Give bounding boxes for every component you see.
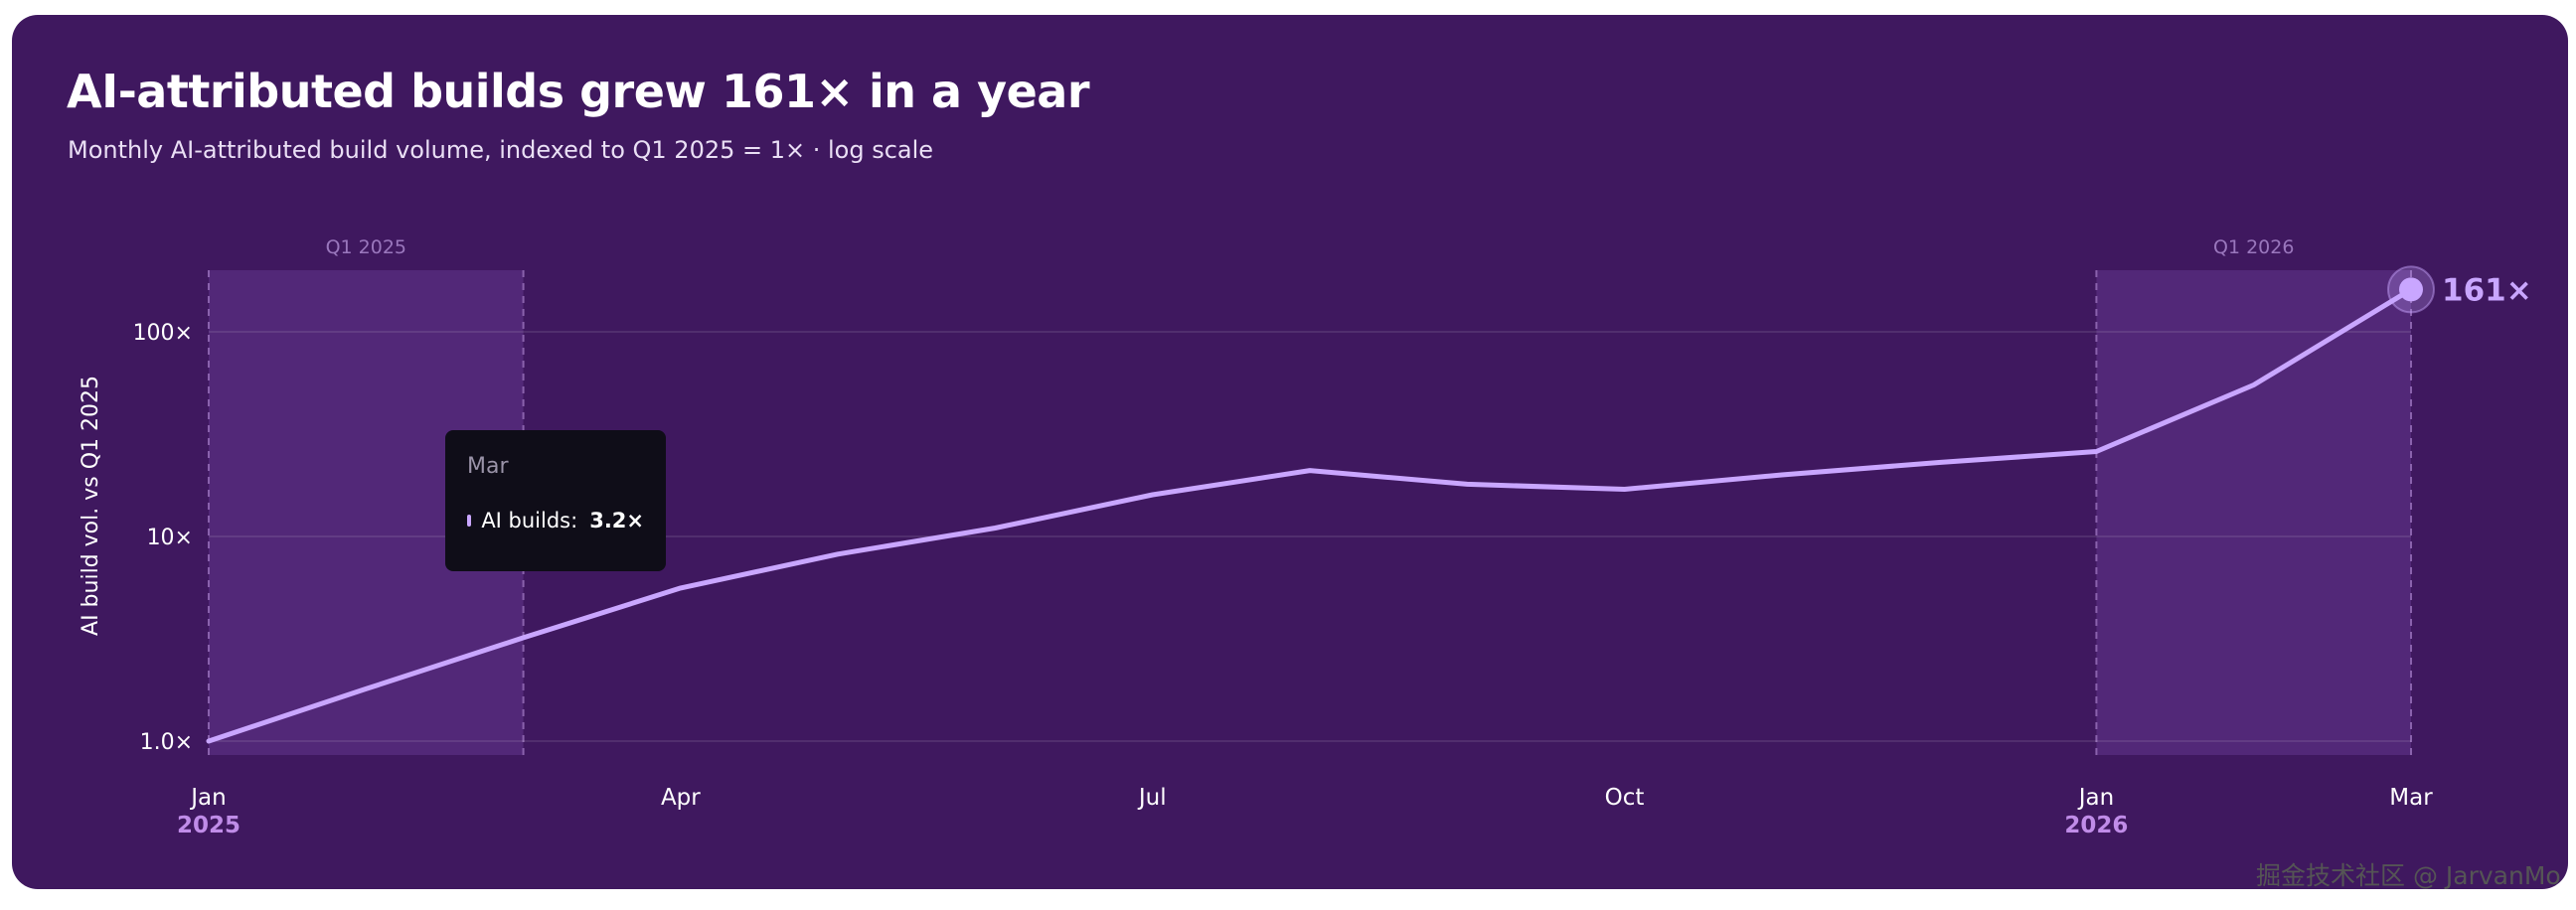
series-swatch-icon	[467, 515, 472, 527]
band-label: Q1 2025	[326, 236, 406, 258]
chart-card: AI-attributed builds grew 161× in a year…	[12, 15, 2568, 889]
tooltip-series-label: AI builds:	[481, 509, 578, 532]
tooltip-title: Mar	[467, 454, 509, 479]
series-line-group	[206, 286, 2414, 744]
y-tick-label: 1.0×	[140, 730, 193, 755]
endpoint-dot	[2399, 277, 2423, 302]
y-tick-label: 100×	[133, 321, 193, 346]
chart-title: AI-attributed builds grew 161× in a year	[67, 65, 1090, 118]
x-tick-label: Apr	[661, 785, 701, 811]
hover-tooltip: Mar AI builds: 3.2×	[445, 430, 666, 571]
chart-subtitle: Monthly AI-attributed build volume, inde…	[68, 136, 934, 164]
tooltip-row: AI builds: 3.2×	[467, 509, 644, 532]
y-axis-label: AI build vol. vs Q1 2025	[79, 376, 103, 636]
highlight-band	[2096, 270, 2411, 755]
x-tick-label: Jan	[2077, 785, 2114, 811]
endpoint-marker-group: 161×	[2387, 265, 2532, 314]
x-tick-label: Jul	[1137, 785, 1167, 811]
endpoint-label: 161×	[2442, 272, 2532, 308]
x-tick-label: Mar	[2389, 785, 2433, 811]
series-line	[206, 286, 2414, 744]
band-label: Q1 2026	[2213, 236, 2294, 258]
x-tick-label: Oct	[1605, 785, 1645, 811]
x-tick-year-label: 2026	[2064, 813, 2128, 838]
x-tick-year-label: 2025	[177, 813, 241, 838]
watermark: 掘金技术社区 @ JarvanMo	[2256, 861, 2561, 890]
x-tick-label: Jan	[189, 785, 226, 811]
y-axis-ticks: 1.0× 10× 100×	[133, 321, 193, 755]
y-tick-label: 10×	[147, 526, 193, 550]
tooltip-value: 3.2×	[589, 509, 644, 532]
